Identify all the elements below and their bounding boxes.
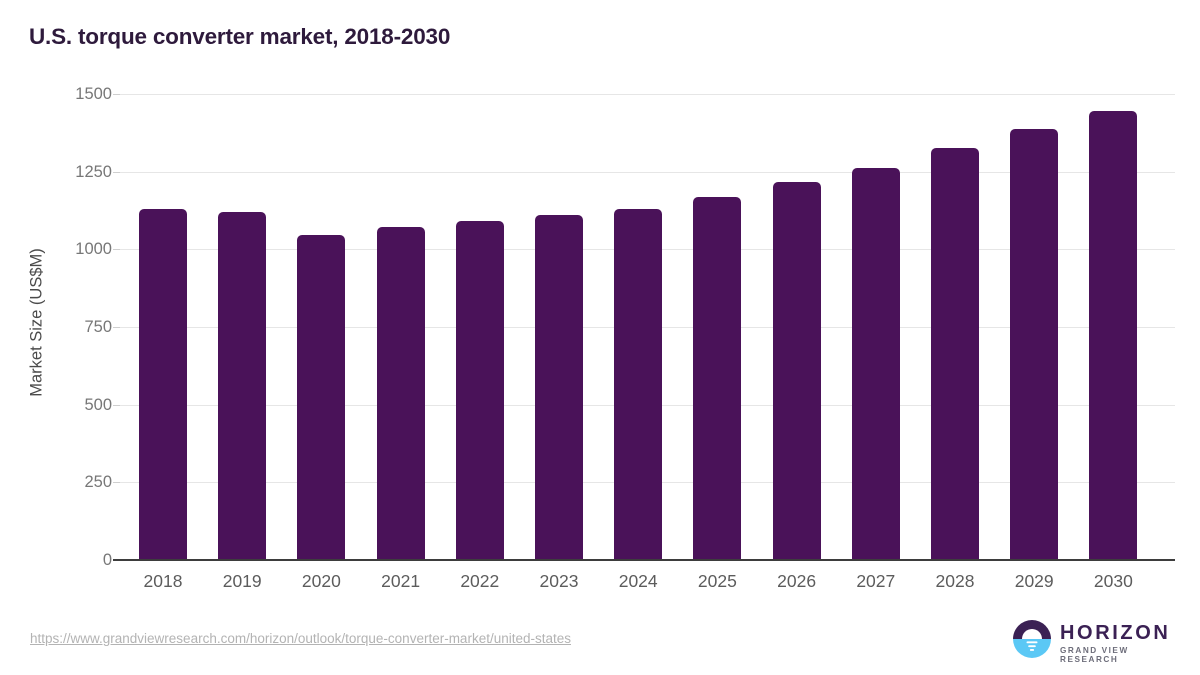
y-axis-tick-label: 750 [84,318,112,336]
horizon-logo[interactable]: HORIZON GRAND VIEW RESEARCH [1012,618,1177,665]
gridline [120,94,1175,95]
y-axis-tick-label: 1500 [75,85,112,103]
bar-2018[interactable] [139,208,187,560]
bar-2026[interactable] [772,181,821,560]
x-axis-tick-label-2023: 2023 [539,571,579,591]
x-axis-tick-label-2024: 2024 [618,571,658,591]
y-axis-tick-mark [113,249,120,251]
y-axis-tick-label: 1250 [75,162,112,181]
y-axis-tick-mark [113,327,120,328]
logo-text-block: HORIZON GRAND VIEW RESEARCH [1060,622,1177,665]
y-axis-tick-mark [113,171,120,173]
horizon-sunrise-circle-icon [1013,620,1051,658]
y-axis-tick-label: 250 [84,473,112,492]
x-axis-tick-label-2018: 2018 [143,571,183,591]
bar-2030[interactable] [1089,111,1138,560]
x-axis-tick-label-2021: 2021 [381,571,421,591]
y-axis-tick-label: 1000 [75,240,112,259]
y-axis-tick-label: 500 [84,395,112,414]
x-axis-tick-label-2025: 2025 [697,571,737,591]
logo-wordmark: HORIZON [1060,622,1171,644]
y-axis-tick-mark [113,482,120,484]
gridline [120,171,1175,173]
y-axis-tick-mark [113,404,120,406]
y-axis-tick-label: 0 [102,551,112,569]
bar-2023[interactable] [535,214,583,560]
bar-2024[interactable] [614,208,663,560]
bar-2028[interactable] [931,148,979,560]
bar-2029[interactable] [1010,128,1059,560]
x-axis-tick-label-2027: 2027 [856,571,896,591]
page-title: U.S. torque converter market, 2018-2030 [29,24,451,49]
x-axis-tick-label-2028: 2028 [935,571,975,591]
bar-2021[interactable] [376,226,425,560]
logo-tagline: GRAND VIEW RESEARCH [1060,646,1129,664]
x-axis-tick-label-2029: 2029 [1014,571,1054,591]
source-url-link[interactable]: https://www.grandviewresearch.com/horizo… [30,631,571,646]
bar-2025[interactable] [693,197,742,560]
x-axis-tick-label-2019: 2019 [222,571,262,591]
plot-area [113,94,1175,561]
bar-2020[interactable] [297,235,346,560]
x-axis-tick-label-2020: 2020 [301,571,341,591]
x-axis-line [113,559,1175,561]
x-axis-tick-label-2022: 2022 [460,571,500,591]
bar-2019[interactable] [218,212,267,560]
x-axis-tick-label-2026: 2026 [777,571,817,591]
x-axis-tick-label-2030: 2030 [1093,571,1133,591]
bar-2022[interactable] [455,220,504,560]
bar-2027[interactable] [851,167,900,560]
y-axis-tick-mark [113,94,120,95]
